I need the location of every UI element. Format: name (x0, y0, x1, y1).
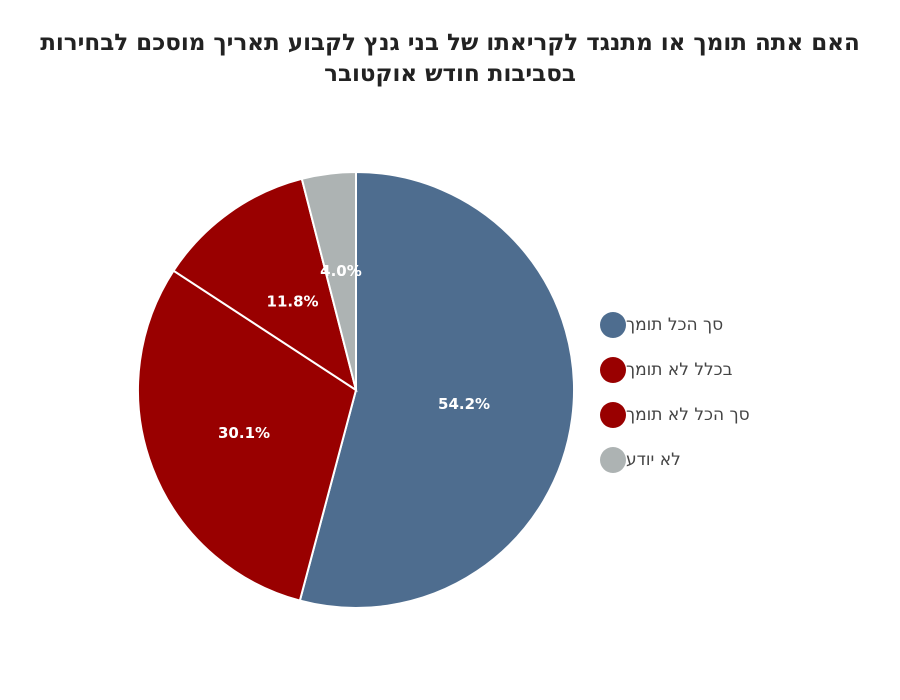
chart-legend: סך הכל תומך בכלל לא תומך סך הכל לא תומך לא … (600, 302, 800, 482)
legend-swatch-0 (600, 311, 626, 338)
legend-item-0: סך הכל תומך (600, 302, 800, 347)
pie-slice-2 (172, 177, 358, 393)
slice-label-2: 11.8% (267, 292, 319, 310)
legend-label-0: סך הכל תומך (626, 314, 724, 335)
pie-slice-1 (137, 269, 358, 602)
legend-item-1: בכלל לא תומך (600, 347, 800, 392)
chart-title: האם אתה תומך או מתנגד לקריאתו של בני גנץ… (40, 28, 860, 90)
pie-slice-3 (300, 170, 357, 391)
slice-label-1: 30.1% (218, 424, 270, 442)
legend-item-2: סך הכל לא תומך (600, 392, 800, 437)
legend-label-3: לא יודע (626, 449, 681, 470)
legend-swatch-3 (600, 446, 626, 473)
legend-swatch-2 (600, 401, 626, 428)
legend-item-3: לא יודע (600, 437, 800, 482)
chart-title-line-2: בסביבות חודש אוקטובר (324, 61, 576, 87)
legend-label-1: בכלל לא תומך (626, 359, 733, 380)
slice-label-0: 54.2% (438, 395, 490, 413)
chart-title-line-1: האם אתה תומך או מתנגד לקריאתו של בני גנץ… (40, 30, 860, 56)
pie-slice-0 (298, 170, 575, 609)
legend-swatch-1 (600, 356, 626, 383)
legend-label-2: סך הכל לא תומך (626, 404, 750, 425)
slice-label-3: 4.0% (320, 262, 362, 280)
